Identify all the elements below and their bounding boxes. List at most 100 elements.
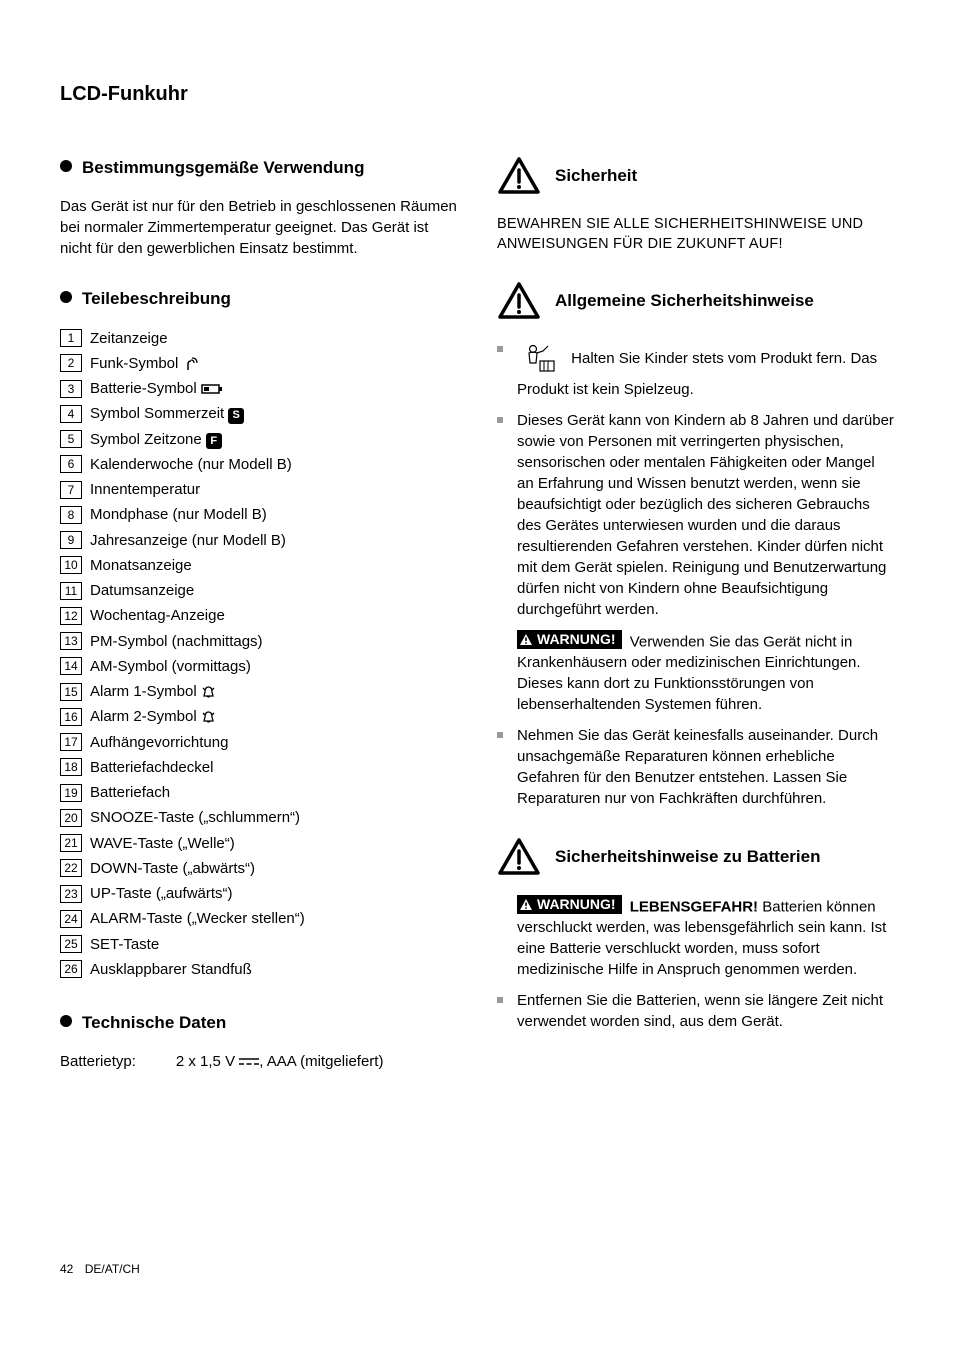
usage-paragraph: Das Gerät ist nur für den Betrieb in ges… [60,196,457,259]
part-number-box: 4 [60,405,82,423]
part-number-box: 13 [60,632,82,650]
f-badge-icon: F [206,433,222,449]
part-number-box: 17 [60,733,82,751]
parts-list-item: 3Batterie-Symbol [60,377,457,400]
parts-list-item: 23 UP-Taste („aufwärts“) [60,882,457,905]
part-number-box: 10 [60,556,82,574]
parts-list-item: 18Batteriefachdeckel [60,756,457,779]
tech-value-a: 2 x 1,5 V [176,1053,235,1070]
part-number-box: 22 [60,859,82,877]
parts-list-item: 7Innentemperatur [60,478,457,501]
parts-list-item: 20SNOOZE-Taste („schlummern“) [60,806,457,829]
part-label: AM-Symbol (vormittags) [90,655,251,678]
bell-icon [201,685,216,700]
part-number-box: 9 [60,531,82,549]
list-item-text: Nehmen Sie das Gerät keinesfalls auseina… [517,725,894,809]
parts-list-item: 5 Symbol ZeitzoneF [60,428,457,451]
list-item: Nehmen Sie das Gerät keinesfalls auseina… [497,725,894,809]
heading-usage-text: Bestimmungsgemäße Verwendung [82,156,457,180]
list-item: Entfernen Sie die Batterien, wenn sie lä… [497,990,894,1032]
bell-icon [201,710,216,725]
part-label: UP-Taste („aufwärts“) [90,882,233,905]
part-label: SET-Taste [90,933,159,956]
page-title: LCD-Funkuhr [60,80,894,108]
heading-battery-safety-text: Sicherheitshinweise zu Batterien [555,845,894,869]
part-label: Mondphase (nur Modell B) [90,503,267,526]
list-item-warning: WARNUNG! Verwenden Sie das Gerät nicht i… [497,630,894,715]
parts-list-item: 22DOWN-Taste („abwärts“) [60,857,457,880]
bullet-icon [60,291,72,303]
part-number-box: 21 [60,834,82,852]
radio-icon [182,356,198,372]
warning-badge: WARNUNG! [517,895,622,915]
list-item: Dieses Gerät kann von Kindern ab 8 Jahre… [497,410,894,620]
parts-list-item: 26Ausklappbarer Standfuß [60,958,457,981]
parts-list-item: 12 Wochentag-Anzeige [60,604,457,627]
part-number-box: 20 [60,809,82,827]
part-number-box: 15 [60,683,82,701]
parts-list-item: 14 AM-Symbol (vormittags) [60,655,457,678]
warning-triangle-small-icon [519,633,533,646]
part-label: Aufhängevorrichtung [90,731,228,754]
parts-list-item: 15Alarm 1-Symbol [60,680,457,703]
parts-list-item: 2 Funk-Symbol [60,352,457,375]
parts-list-item: 4 Symbol SommerzeitS [60,402,457,425]
part-label: Zeitanzeige [90,327,168,350]
parts-list-item: 19Batteriefach [60,781,457,804]
part-label: Symbol ZeitzoneF [90,428,222,451]
parts-list-item: 10 Monatsanzeige [60,554,457,577]
square-bullet-icon [497,997,503,1003]
part-number-box: 14 [60,657,82,675]
parts-list-item: 16Alarm 2-Symbol [60,705,457,728]
part-number-box: 16 [60,708,82,726]
list-item-text: Entfernen Sie die Batterien, wenn sie lä… [517,990,894,1032]
parts-list-item: 13PM-Symbol (nachmittags) [60,630,457,653]
page-number: 42 [60,1261,73,1278]
list-item-text: Dieses Gerät kann von Kindern ab 8 Jahre… [517,410,894,620]
part-label: Innentemperatur [90,478,200,501]
safety-uppercase: BEWAHREN SIE ALLE SICHERHEITSHINWEISE UN… [497,214,894,255]
parts-list-item: 21WAVE-Taste („Welle“) [60,832,457,855]
square-bullet-icon [497,732,503,738]
heading-safety: Sicherheit [497,156,894,196]
part-label: Monatsanzeige [90,554,192,577]
part-label: ALARM-Taste („Wecker stellen“) [90,907,305,930]
part-label: Datumsanzeige [90,579,194,602]
list-item: Halten Sie Kinder stets vom Produkt fern… [497,339,894,400]
b1-text: Halten Sie Kinder stets vom Produkt fern… [517,350,877,398]
heading-general-safety-text: Allgemeine Sicherheitshinweise [555,289,894,313]
tech-value-b: , AAA (mitgeliefert) [259,1053,383,1070]
part-number-box: 19 [60,784,82,802]
bullet-icon [60,160,72,172]
parts-list-item: 6Kalenderwoche (nur Modell B) [60,453,457,476]
heading-general-safety: Allgemeine Sicherheitshinweise [497,281,894,321]
part-number-box: 5 [60,430,82,448]
parts-list-item: 17 Aufhängevorrichtung [60,731,457,754]
part-number-box: 12 [60,607,82,625]
parts-list-item: 8 Mondphase (nur Modell B) [60,503,457,526]
tech-label: Batterietyp: [60,1051,136,1072]
page-footer: 42 DE/AT/CH [60,1261,140,1278]
part-number-box: 6 [60,455,82,473]
part-label: Wochentag-Anzeige [90,604,225,627]
parts-list-item: 24 ALARM-Taste („Wecker stellen“) [60,907,457,930]
square-bullet-icon [497,346,503,352]
part-label: Batteriefachdeckel [90,756,213,779]
part-number-box: 2 [60,354,82,372]
part-label: Jahresanzeige (nur Modell B) [90,529,286,552]
part-label: Funk-Symbol [90,352,198,375]
part-label: Symbol SommerzeitS [90,402,244,425]
part-number-box: 25 [60,935,82,953]
part-number-box: 11 [60,582,82,600]
heading-parts-text: Teilebeschreibung [82,287,457,311]
warning-triangle-icon [497,156,541,196]
part-number-box: 24 [60,910,82,928]
part-number-box: 23 [60,885,82,903]
left-column: Bestimmungsgemäße Verwendung Das Gerät i… [60,156,457,1072]
two-column-layout: Bestimmungsgemäße Verwendung Das Gerät i… [60,156,894,1072]
battery-icon [201,383,223,395]
heading-usage: Bestimmungsgemäße Verwendung [60,156,457,180]
right-column: Sicherheit BEWAHREN SIE ALLE SICHERHEITS… [497,156,894,1072]
part-number-box: 8 [60,506,82,524]
list-item-warning: WARNUNG! LEBENSGEFAHR! Batterien können … [497,895,894,980]
